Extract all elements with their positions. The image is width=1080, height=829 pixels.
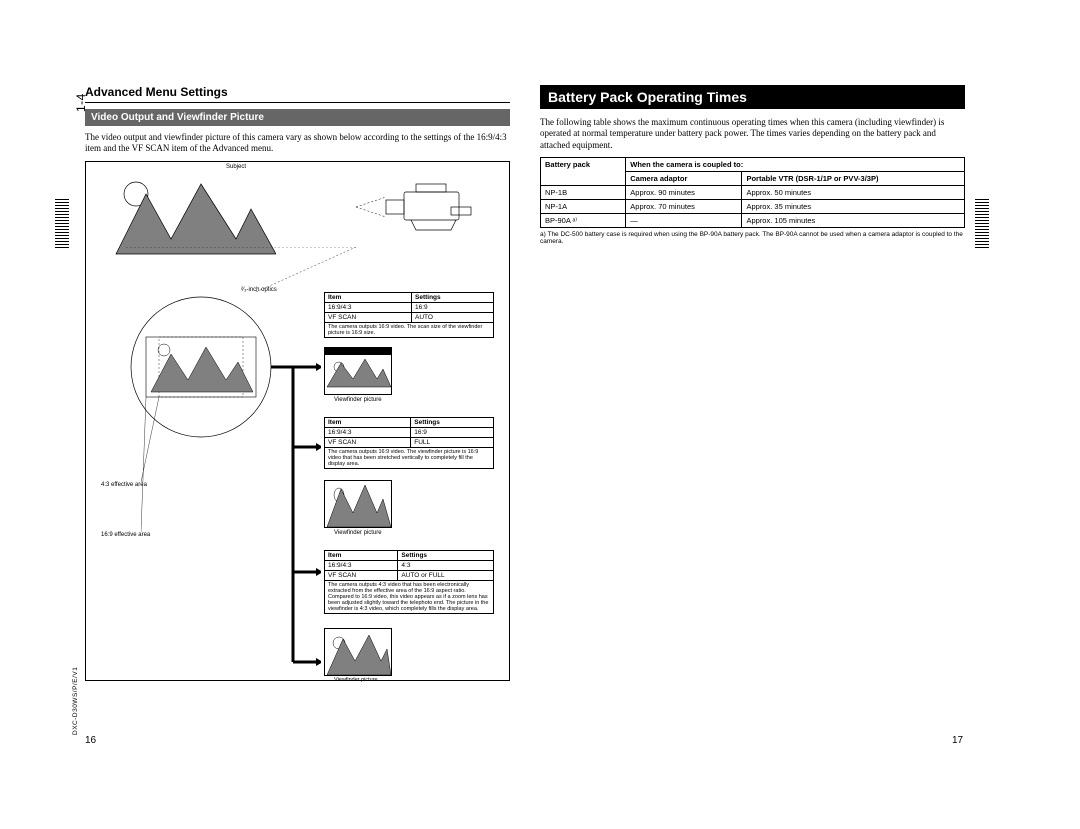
col-coupled-to: When the camera is coupled to: xyxy=(626,157,965,171)
page-number-left: 16 xyxy=(85,735,96,746)
settings-block-3: ItemSettings 16:9/4:34:3 VF SCANAUTO or … xyxy=(324,550,499,614)
col-portable-vtr: Portable VTR (DSR-1/1P or PVV-3/3P) xyxy=(742,171,965,185)
vf-label-2: Viewfinder picture xyxy=(334,530,382,536)
col-battery-pack: Battery pack xyxy=(541,157,626,185)
leader-lines xyxy=(141,397,281,537)
model-code: DXC-D30WS/P/E/V1 xyxy=(72,667,79,735)
vf-picture-1 xyxy=(324,347,392,395)
diagram-container: Subject xyxy=(85,161,510,681)
page-number-right: 17 xyxy=(952,735,963,746)
intro-text: The video output and viewfinder picture … xyxy=(85,132,510,155)
subject-label: Subject xyxy=(226,164,246,170)
vf-picture-3 xyxy=(324,628,392,676)
subsection-banner: Video Output and Viewfinder Picture xyxy=(85,109,510,126)
settings-block-2: ItemSettings 16:9/4:316:9 VF SCANFULL Th… xyxy=(324,417,499,469)
settings-table-1: ItemSettings 16:9/4:316:9 VF SCANAUTO Th… xyxy=(324,292,494,338)
battery-table: Battery pack When the camera is coupled … xyxy=(540,157,965,228)
settings-table-3: ItemSettings 16:9/4:34:3 VF SCANAUTO or … xyxy=(324,550,494,614)
table-row: NP-1AApprox. 70 minutesApprox. 35 minute… xyxy=(541,199,965,213)
margin-hatch-right xyxy=(975,198,989,248)
col-camera-adaptor: Camera adaptor xyxy=(626,171,742,185)
right-page: Battery Pack Operating Times The followi… xyxy=(540,85,965,681)
table-row: BP-90A ᵃ⁾—Approx. 105 minutes xyxy=(541,213,965,227)
margin-hatch-left xyxy=(55,198,69,248)
vf-label-3: Viewfinder picture xyxy=(334,677,378,683)
settings-block-1: ItemSettings 16:9/4:316:9 VF SCANAUTO Th… xyxy=(324,292,499,338)
battery-intro: The following table shows the maximum co… xyxy=(540,117,965,151)
left-page: Advanced Menu Settings Video Output and … xyxy=(85,85,510,681)
vf-picture-2 xyxy=(324,480,392,528)
subject-illustration xyxy=(106,164,276,259)
battery-footnote: a) The DC-500 battery case is required w… xyxy=(540,231,965,246)
settings-table-2: ItemSettings 16:9/4:316:9 VF SCANFULL Th… xyxy=(324,417,494,469)
light-cone xyxy=(126,247,366,292)
optics-label: ²⁄₃-inch optics xyxy=(241,287,277,293)
table-row: NP-1BApprox. 90 minutesApprox. 50 minute… xyxy=(541,185,965,199)
vf-label-1: Viewfinder picture xyxy=(334,397,382,403)
section-title: Advanced Menu Settings xyxy=(85,85,510,103)
camera-icon xyxy=(356,182,476,232)
chapter-banner: Battery Pack Operating Times xyxy=(540,85,965,109)
